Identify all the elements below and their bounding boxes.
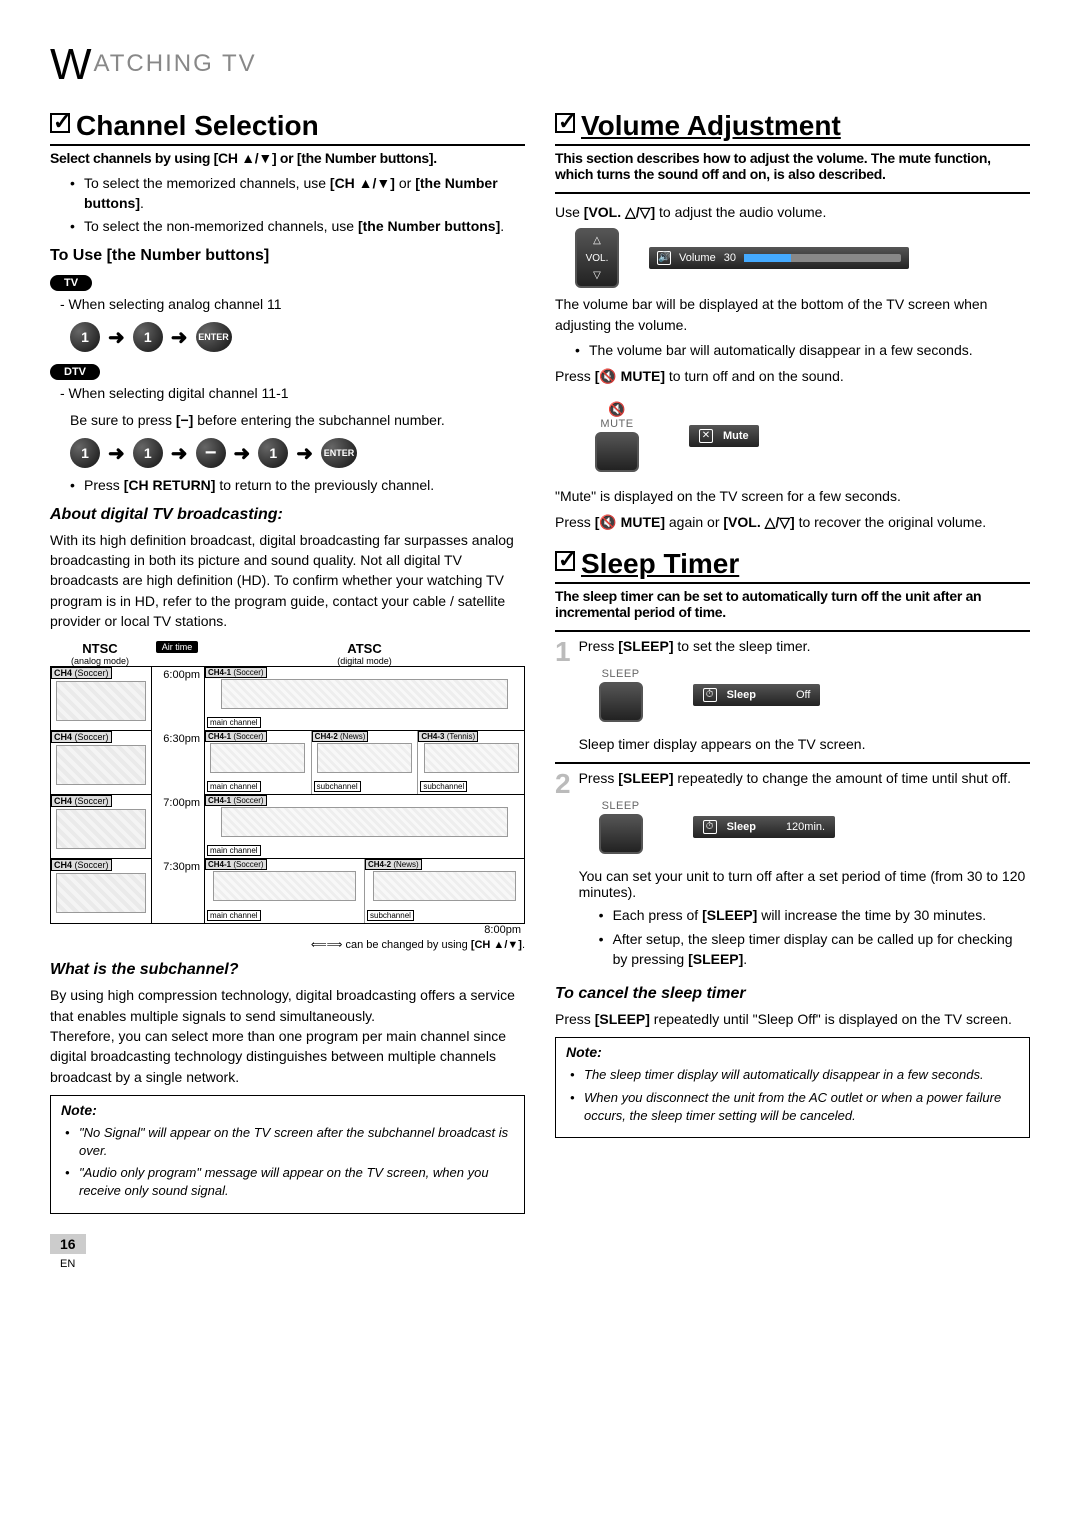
digital-sequence: 1 ➜ 1 ➜ − ➜ 1 ➜ ENTER [70, 438, 525, 468]
note-item: When you disconnect the unit from the AC… [570, 1089, 1019, 1125]
mute-after: "Mute" is displayed on the TV screen for… [555, 486, 1030, 506]
speaker-icon: 🔊 [657, 251, 671, 265]
step1-text: Press [SLEEP] to set the sleep timer. [579, 638, 1030, 654]
button-minus: − [196, 438, 226, 468]
button-1: 1 [70, 438, 100, 468]
vol-key: △VOL.▽ [575, 228, 619, 288]
sleep-key: SLEEP [599, 668, 643, 722]
step-number: 2 [555, 770, 571, 975]
atsc-title: ATSC [204, 641, 525, 656]
use-number-heading: To Use [the Number buttons] [50, 247, 525, 265]
note-title: Note: [566, 1044, 1019, 1060]
check-icon [50, 113, 70, 133]
digital-line1: - When selecting digital channel 11-1 [60, 384, 525, 404]
vol-use-text: Use [VOL. △/▽] to adjust the audio volum… [555, 202, 1030, 222]
arrow-right-icon: ➜ [171, 441, 188, 466]
channel-bullets: To select the memorized channels, use [C… [50, 174, 525, 237]
arrow-right-icon: ➜ [171, 325, 188, 350]
what-subchannel-body: By using high compression technology, di… [50, 985, 525, 1086]
step2-after: You can set your unit to turn off after … [579, 868, 1030, 900]
sleep-osd-120: ⏱Sleep120min. [693, 816, 836, 838]
volume-heading: Volume Adjustment [555, 110, 1030, 146]
vol-after: The volume bar will be displayed at the … [555, 294, 1030, 335]
page-footer: 16 EN [50, 1234, 1030, 1270]
note-box-right: Note: The sleep timer display will autom… [555, 1037, 1030, 1138]
clock-icon: ⏱ [703, 688, 717, 702]
dtv-pill: DTV [50, 364, 100, 380]
list-item: To select the memorized channels, use [C… [70, 174, 525, 213]
grid-footer: ⟸⟹ can be changed by using [CH ▲/▼]. [50, 938, 525, 951]
mute-recover: Press [🔇 MUTE] again or [VOL. △/▽] to re… [555, 512, 1030, 532]
header-rest: ATCHING TV [94, 50, 257, 77]
sleep-heading: Sleep Timer [555, 548, 1030, 584]
volume-osd: 🔊 Volume 30 [649, 247, 909, 269]
mute-key: 🔇 MUTE [595, 401, 639, 472]
about-dtv-heading: About digital TV broadcasting: [50, 506, 525, 524]
channel-selection-heading: Channel Selection [50, 110, 525, 146]
step-number: 1 [555, 638, 571, 752]
clock-icon: ⏱ [703, 820, 717, 834]
button-1: 1 [258, 438, 288, 468]
volume-subtitle: This section describes how to adjust the… [555, 150, 1030, 182]
button-enter: ENTER [321, 438, 357, 468]
cancel-sleep-heading: To cancel the sleep timer [555, 985, 1030, 1003]
page-number: 16 [50, 1234, 86, 1254]
tv-pill: TV [50, 275, 92, 291]
arrow-right-icon: ➜ [108, 325, 125, 350]
what-subchannel-heading: What is the subchannel? [50, 961, 525, 979]
channel-grid: NTSC(analog mode) Air time ATSC(digital … [50, 641, 525, 951]
analog-line: - When selecting analog channel 11 [60, 295, 525, 315]
button-1: 1 [133, 438, 163, 468]
check-icon [555, 113, 575, 133]
arrow-right-icon: ➜ [234, 441, 251, 466]
about-dtv-body: With its high definition broadcast, digi… [50, 530, 525, 631]
sleep-bullet: After setup, the sleep timer display can… [599, 930, 1030, 969]
mute-osd-icon: ✕ [699, 429, 713, 443]
note-title: Note: [61, 1102, 514, 1118]
note-item: "Audio only program" message will appear… [65, 1164, 514, 1200]
airtime-badge: Air time [156, 641, 199, 653]
step1-after: Sleep timer display appears on the TV sc… [579, 736, 1030, 752]
sleep-key: SLEEP [599, 800, 643, 854]
channel-subtitle: Select channels by using [CH ▲/▼] or [th… [50, 150, 525, 166]
page-lang: EN [60, 1258, 75, 1270]
list-item: To select the non-memorized channels, us… [70, 217, 525, 237]
sleep-osd-off: ⏱SleepOff [693, 684, 821, 706]
mute-icon: 🔇 [608, 401, 625, 418]
note-item: The sleep timer display will automatical… [570, 1066, 1019, 1084]
step-2: 2 Press [SLEEP] repeatedly to change the… [555, 762, 1030, 975]
header-w: W [50, 40, 94, 89]
sleep-bullet: Each press of [SLEEP] will increase the … [599, 906, 1030, 926]
cancel-sleep-body: Press [SLEEP] repeatedly until "Sleep Of… [555, 1009, 1030, 1029]
digital-line2: Be sure to press [−] before entering the… [70, 410, 525, 430]
mute-press: Press [🔇 MUTE] to turn off and on the so… [555, 366, 1030, 386]
step-1: 1 Press [SLEEP] to set the sleep timer. … [555, 630, 1030, 752]
vol-bullet: The volume bar will automatically disapp… [575, 341, 1030, 361]
arrow-right-icon: ➜ [296, 441, 313, 466]
ntsc-title: NTSC [50, 641, 150, 656]
sleep-subtitle: The sleep timer can be set to automatica… [555, 588, 1030, 620]
arrow-right-icon: ➜ [108, 441, 125, 466]
divider [555, 192, 1030, 194]
check-icon [555, 551, 575, 571]
button-enter: ENTER [196, 322, 232, 352]
mute-osd: ✕Mute [689, 425, 759, 447]
note-box-left: Note: "No Signal" will appear on the TV … [50, 1095, 525, 1214]
ch-return-bullet: Press [CH RETURN] to return to the previ… [70, 476, 525, 496]
button-1: 1 [133, 322, 163, 352]
button-1: 1 [70, 322, 100, 352]
note-item: "No Signal" will appear on the TV screen… [65, 1124, 514, 1160]
page-header: WATCHING TV [50, 40, 1030, 90]
analog-sequence: 1 ➜ 1 ➜ ENTER [70, 322, 525, 352]
step2-text: Press [SLEEP] repeatedly to change the a… [579, 770, 1030, 786]
